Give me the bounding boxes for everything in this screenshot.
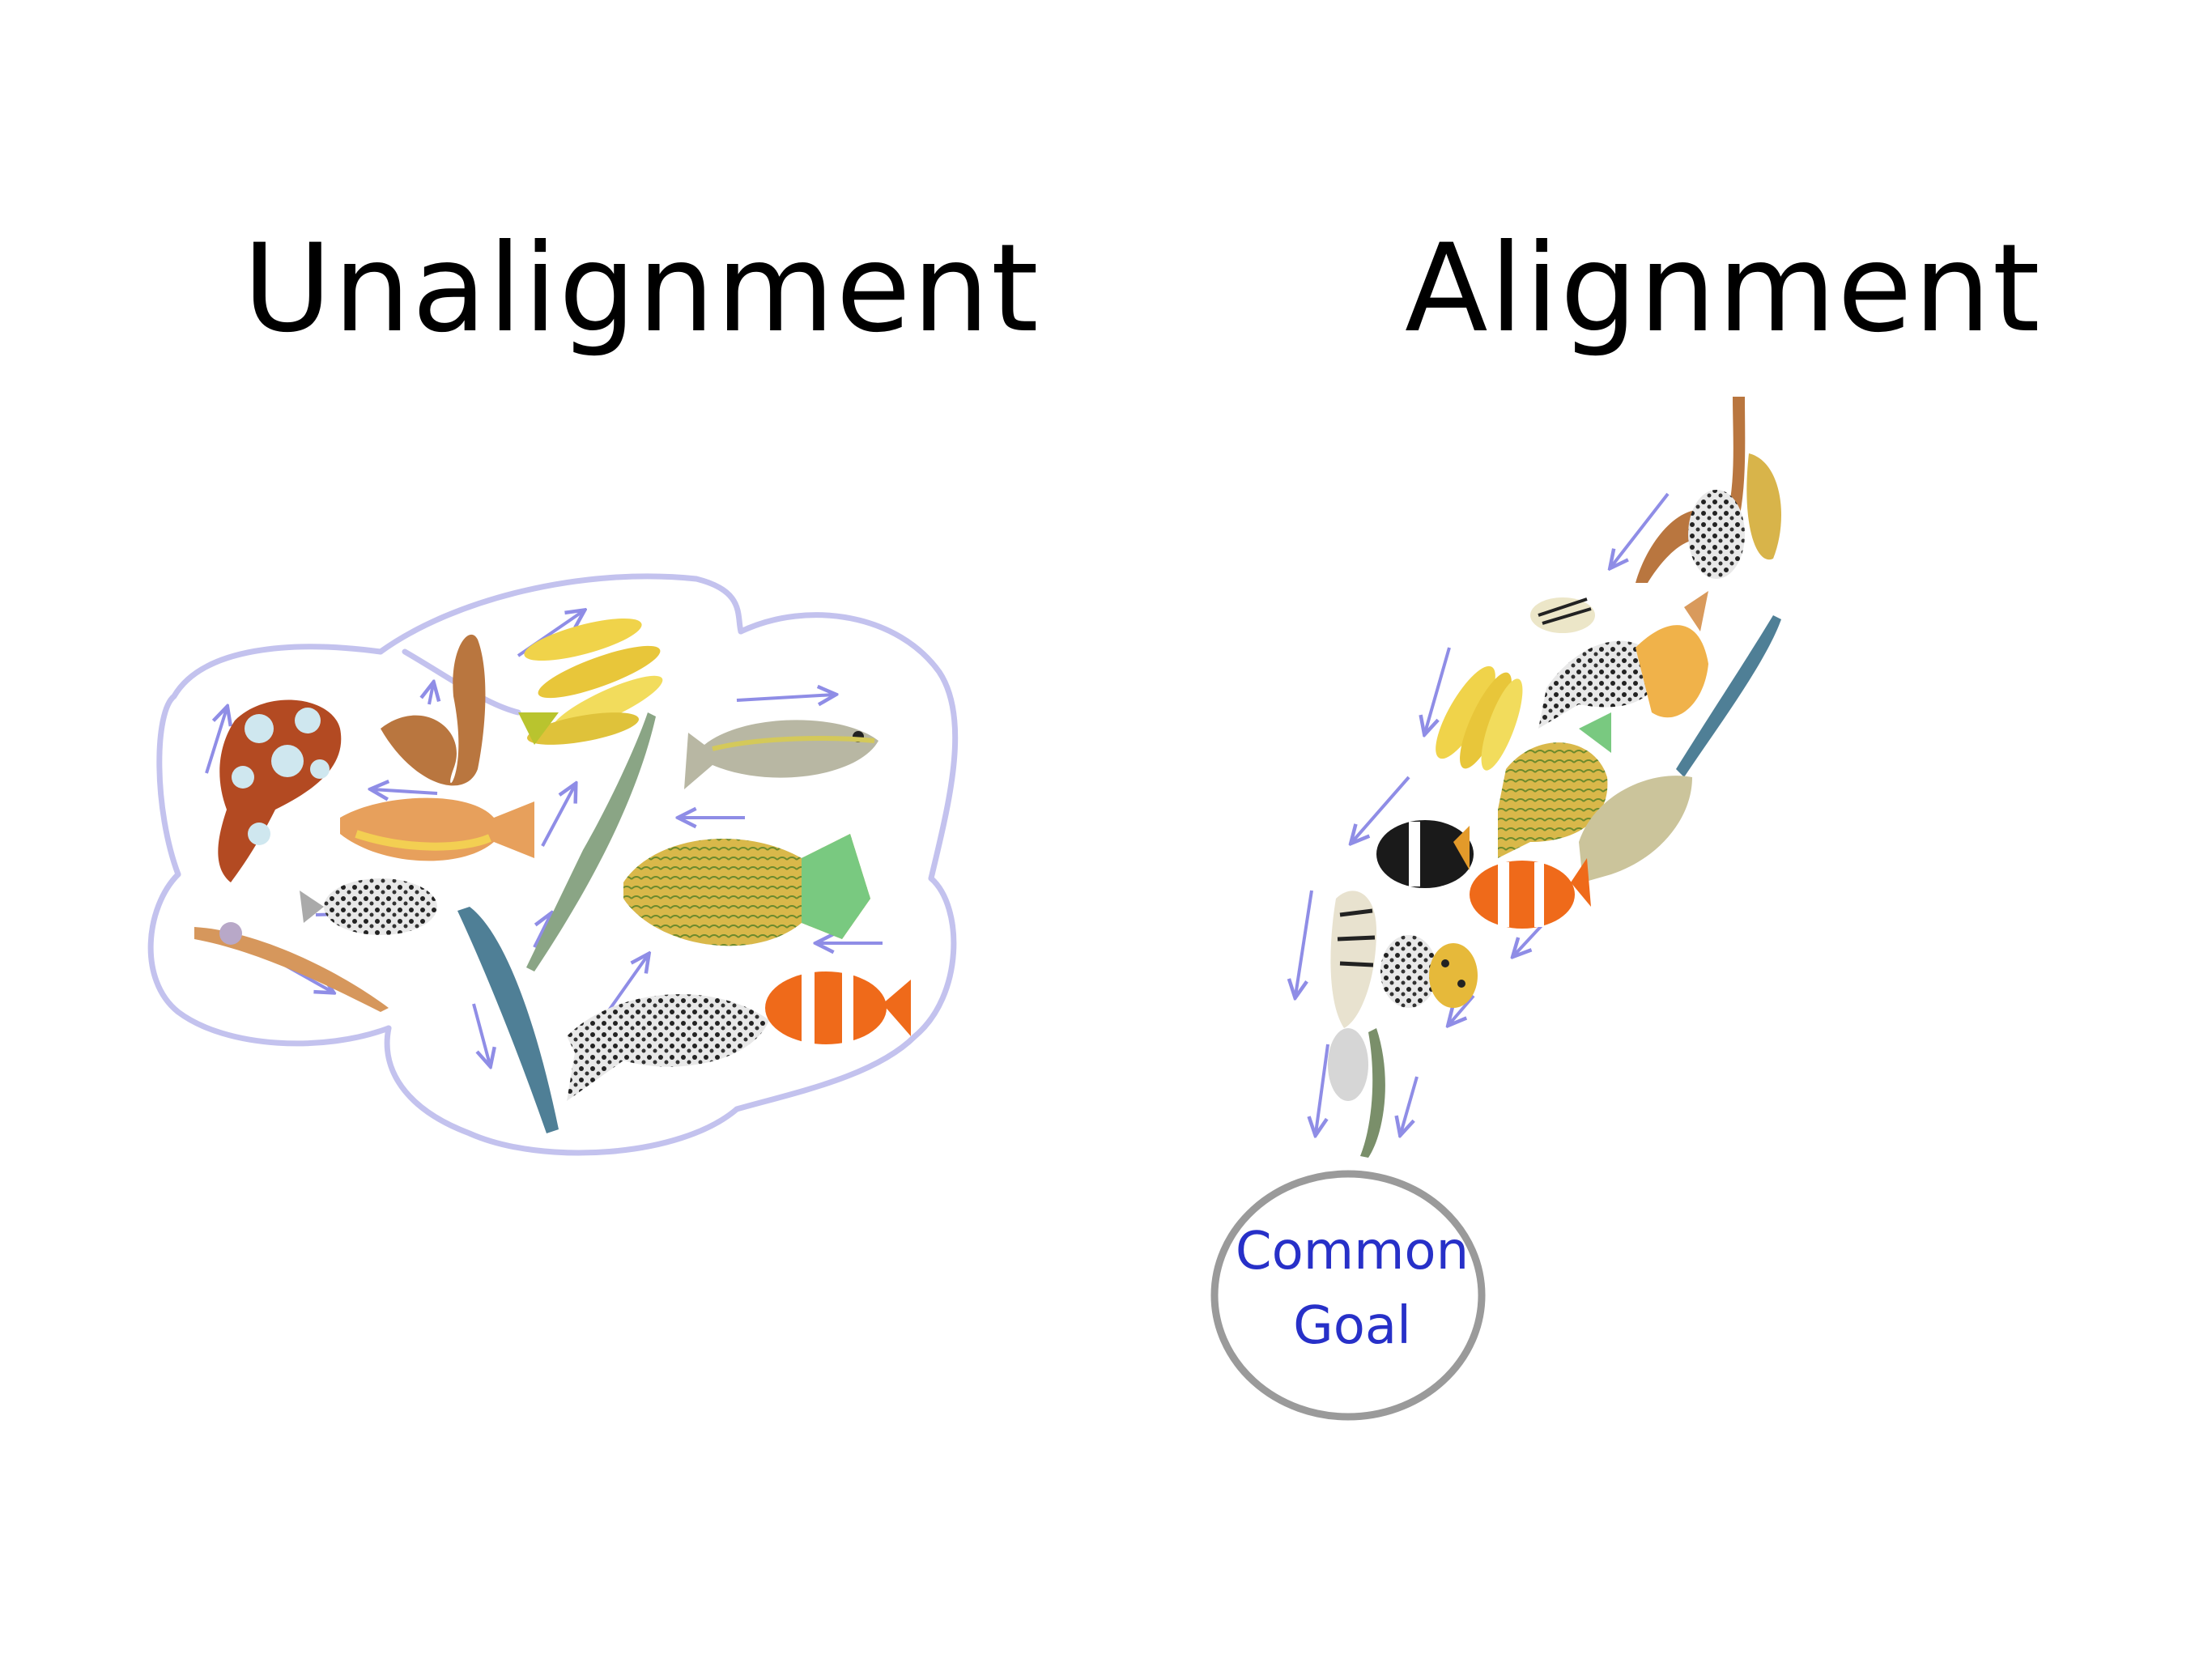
stream-pufferfish-icon: [1380, 935, 1478, 1008]
fish-eel-icon: [381, 634, 486, 786]
stream-rabbitfish-icon: [1579, 776, 1692, 882]
stream-goldfish-school-icon: [1436, 665, 1523, 771]
stream-trumpetfish-icon: [1328, 1028, 1385, 1158]
unalignment-title: Unalignment: [243, 219, 1040, 359]
stream-anemonefish-icon: [1376, 820, 1474, 888]
fish-rabbitfish-icon: [684, 720, 878, 789]
stream-butterflyfish-icon: [1530, 597, 1595, 633]
goal-line-1: Common: [1235, 1222, 1470, 1282]
fish-goldfish-school-icon: [518, 618, 663, 745]
common-goal-circle: [1210, 1170, 1486, 1421]
stream-triggerfish-icon: [1498, 712, 1611, 858]
stream-grouper-icon: [1538, 640, 1660, 729]
stream-sweetlips-icon: [1330, 891, 1376, 1028]
goal-line-2: Goal: [1293, 1296, 1411, 1356]
fish-barracuda-icon: [457, 712, 656, 1133]
stream-wrasse-icon: [1636, 591, 1708, 718]
fish-sweetlips-icon: [218, 699, 342, 882]
alignment-title: Alignment: [1405, 219, 2042, 359]
stream-barracuda-icon: [1676, 615, 1781, 777]
fish-triggerfish-icon: [623, 834, 870, 946]
common-goal-label: Common Goal: [1198, 1214, 1506, 1363]
stream-boxfish-icon: [1688, 453, 1781, 579]
fish-pufferfish-icon: [300, 878, 437, 935]
fish-trumpetfish-icon: [194, 922, 389, 1012]
fish-wrasse-icon: [340, 797, 534, 861]
stream-clownfish-icon: [1470, 858, 1591, 929]
fish-clownfish-icon: [765, 971, 911, 1044]
fish-grouper-icon: [567, 993, 769, 1101]
